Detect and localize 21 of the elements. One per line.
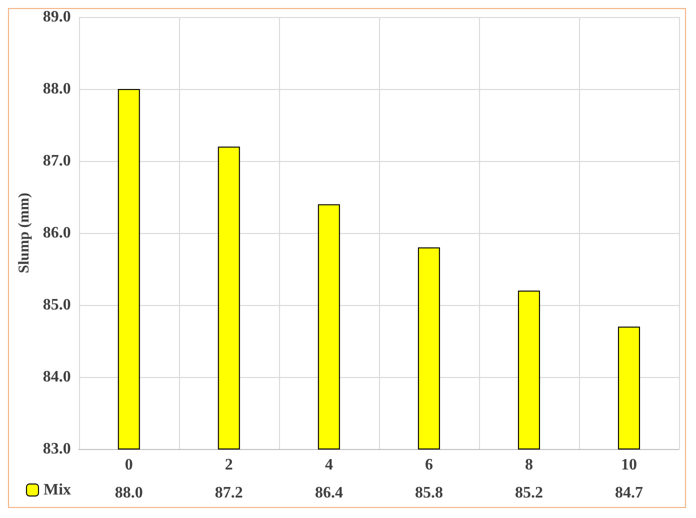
x-tick-label: 10 (620, 456, 637, 474)
data-label: 88.0 (114, 484, 143, 502)
y-axis-title: Slump (mm) (16, 192, 32, 274)
x-tick-label: 2 (224, 456, 233, 474)
data-label: 87.2 (214, 484, 243, 502)
data-label: 84.7 (614, 484, 643, 502)
y-tick-label: 87.0 (42, 152, 71, 170)
y-tick-label: 86.0 (42, 224, 71, 242)
data-label: 86.4 (314, 484, 343, 502)
y-tick-label: 85.0 (42, 296, 71, 314)
legend-label: Mix (44, 482, 72, 498)
x-tick-label: 6 (424, 456, 433, 474)
y-tick-label: 89.0 (42, 8, 71, 26)
y-tick-label: 84.0 (42, 368, 71, 386)
data-label: 85.8 (414, 484, 443, 502)
y-tick-label: 88.0 (42, 80, 71, 98)
x-tick-label: 0 (124, 456, 133, 474)
y-tick-label: 83.0 (42, 440, 71, 458)
x-tick-label: 4 (324, 456, 333, 474)
data-label: 85.2 (514, 484, 543, 502)
x-tick-label: 8 (524, 456, 533, 474)
